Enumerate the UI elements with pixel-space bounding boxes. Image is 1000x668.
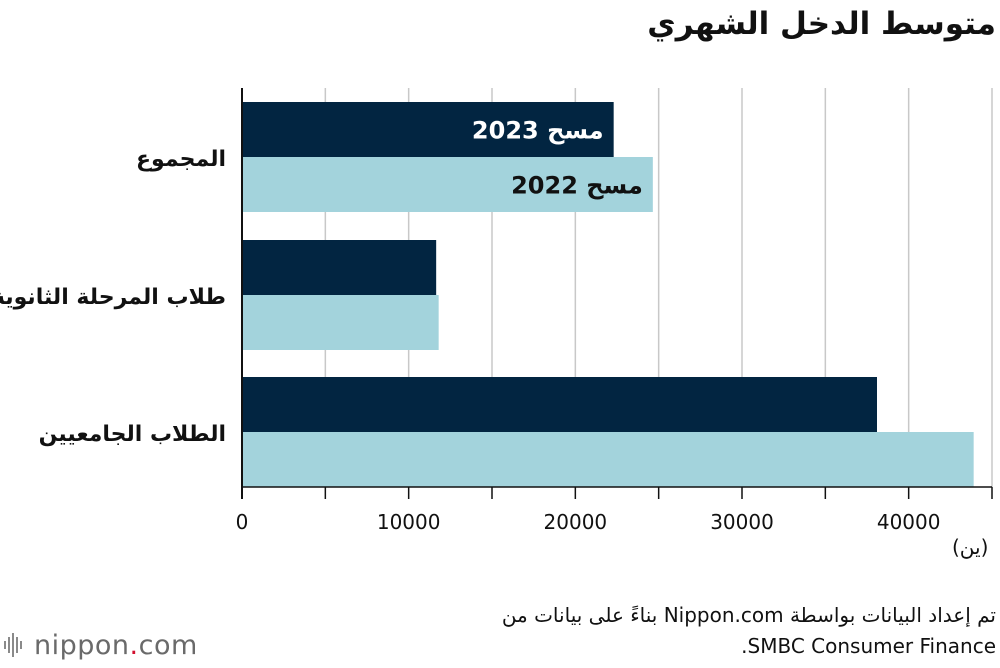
logo-text: nippon.com <box>34 629 198 661</box>
bar-series-label: مسح 2023 <box>472 117 604 145</box>
x-tick-label: 40000 <box>877 510 941 534</box>
category-label: طلاب المرحلة الثانوية <box>0 285 226 310</box>
x-tick-label: 30000 <box>710 510 774 534</box>
bar <box>242 295 439 350</box>
x-tick-label: 20000 <box>544 510 608 534</box>
bar <box>242 240 437 295</box>
category-labels: المجموع طلاب المرحلة الثانوية الطلاب الجام… <box>0 147 226 447</box>
source-line-1: تم إعداد البيانات بواسطة Nippon.com بناء… <box>501 603 996 627</box>
x-tick-labels: 0 10000 20000 30000 40000 <box>236 510 941 534</box>
bar-series-label: مسح 2022 <box>511 172 643 200</box>
category-label: المجموع <box>136 147 226 172</box>
x-tick-label: 10000 <box>377 510 441 534</box>
bar <box>242 102 614 157</box>
unit-label: (ين) <box>952 535 989 559</box>
bar <box>242 432 974 487</box>
bar <box>242 157 653 212</box>
source-line-2: SMBC Consumer Finance. <box>741 634 996 658</box>
bar <box>242 377 877 432</box>
nippon-logo: nippon.com <box>4 627 198 663</box>
bars <box>242 102 974 487</box>
nippon-mark-icon <box>4 633 22 657</box>
bar-labels: مسح 2023 مسح 2022 <box>472 117 643 200</box>
chart-title: متوسط الدخل الشهري <box>647 6 996 42</box>
source-note: تم إعداد البيانات بواسطة Nippon.com بناء… <box>376 600 996 662</box>
axes <box>241 88 993 499</box>
category-label: الطلاب الجامعيين <box>39 422 226 447</box>
x-tick-label: 0 <box>236 510 249 534</box>
